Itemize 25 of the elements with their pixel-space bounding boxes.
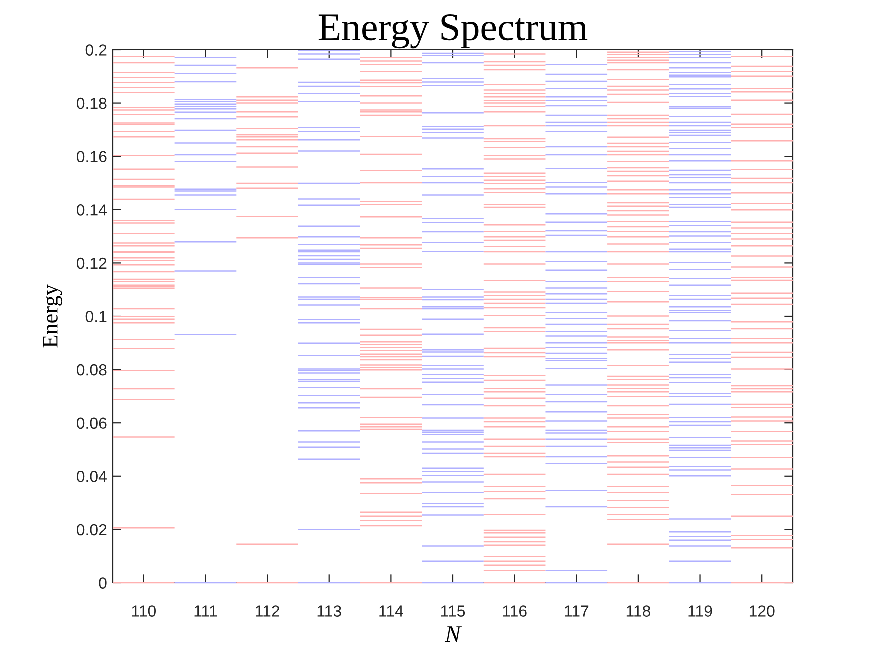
y-tick-label: 0.02 <box>76 524 107 536</box>
x-tick-label: 117 <box>565 606 589 617</box>
x-tick-label: 112 <box>256 606 280 617</box>
y-tick-label: 0.14 <box>76 204 107 216</box>
y-tick-label: 0.16 <box>76 151 107 163</box>
x-tick-label: 111 <box>194 606 218 617</box>
x-tick-label: 110 <box>132 606 156 617</box>
y-tick-label: 0.2 <box>86 44 107 56</box>
x-tick-label: 115 <box>441 606 466 617</box>
x-tick-label: 116 <box>503 606 527 617</box>
y-tick-label: 0.12 <box>76 258 107 270</box>
y-tick-label: 0.1 <box>86 311 107 322</box>
y-tick-label: 0.08 <box>76 364 107 376</box>
y-tick-label: 0.18 <box>76 98 107 110</box>
y-tick-label: 0.04 <box>76 471 107 482</box>
x-tick-label: 120 <box>750 606 775 617</box>
y-axis-title: Energy <box>43 284 62 348</box>
y-tick-label: 0.06 <box>76 418 107 430</box>
x-tick-label: 118 <box>626 606 650 617</box>
x-axis-title: N <box>444 626 462 642</box>
y-tick-label: 0 <box>99 578 107 589</box>
x-tick-label: 119 <box>688 606 712 617</box>
x-tick-label: 113 <box>318 606 342 617</box>
chart-title: Energy Spectrum <box>318 14 588 49</box>
x-tick-label: 114 <box>380 606 404 617</box>
